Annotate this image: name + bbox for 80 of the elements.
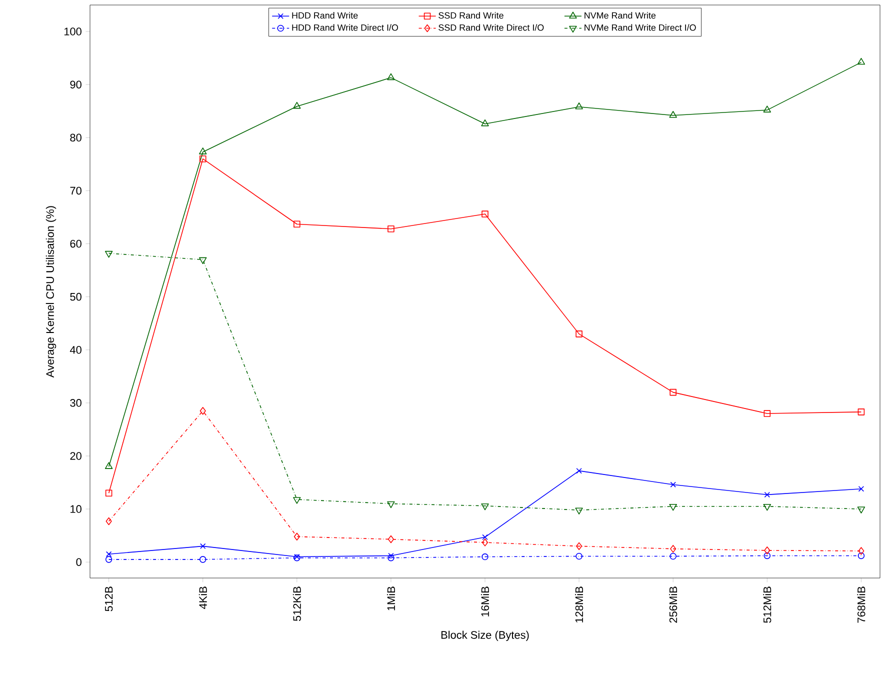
- point: [106, 551, 112, 557]
- x-axis-title: Block Size (Bytes): [441, 630, 529, 641]
- x-tick-label: 768MiB: [857, 586, 866, 623]
- point: [576, 330, 582, 338]
- y-tick-label: 0: [76, 558, 82, 566]
- y-tick-label: 90: [70, 80, 82, 88]
- point: [482, 538, 488, 546]
- point: [576, 468, 582, 474]
- legend-label: SSD Rand Write: [438, 12, 504, 19]
- x-tick-label: 4KiB: [198, 586, 207, 609]
- y-tick-label: 10: [70, 505, 82, 513]
- point: [481, 119, 489, 126]
- point: [388, 226, 394, 232]
- y-tick-label: 20: [70, 452, 82, 460]
- point: [670, 388, 676, 396]
- point: [669, 110, 677, 118]
- point: [294, 220, 300, 228]
- y-axis-title: Average Kernel CPU Utilisation (%): [46, 206, 56, 378]
- point: [858, 552, 865, 560]
- point: [105, 490, 112, 496]
- point: [293, 497, 301, 504]
- point: [857, 58, 866, 65]
- y-tick-label: 40: [70, 346, 82, 354]
- point: [482, 534, 488, 540]
- point: [763, 504, 771, 511]
- point: [575, 102, 583, 110]
- point: [294, 532, 300, 540]
- x-tick-label: 16MiB: [480, 586, 490, 616]
- x-tick-label: 256MiB: [669, 586, 678, 623]
- point: [106, 517, 112, 526]
- point: [199, 155, 206, 162]
- point: [387, 501, 395, 508]
- y-tick-label: 100: [64, 28, 82, 36]
- point: [104, 462, 113, 469]
- point: [764, 410, 771, 417]
- point: [858, 486, 864, 492]
- point: [388, 554, 394, 562]
- y-tick-label: 30: [70, 399, 82, 407]
- x-tick-label: 512B: [104, 586, 113, 612]
- legend-label: SSD Rand Write Direct I/O: [438, 24, 544, 31]
- point: [388, 552, 394, 559]
- point: [388, 535, 394, 544]
- point: [200, 543, 206, 550]
- point: [764, 552, 771, 560]
- point: [200, 406, 206, 415]
- x-tick-label: 1MiB: [386, 586, 395, 610]
- legend-label: NVMe Rand Write: [584, 12, 656, 19]
- point: [482, 553, 488, 560]
- legend-label: HDD Rand Write Direct I/O: [292, 24, 398, 31]
- point: [858, 408, 865, 416]
- point: [764, 546, 770, 554]
- point: [858, 547, 864, 555]
- x-tick-label: 512KiB: [292, 586, 301, 622]
- point: [105, 556, 112, 563]
- y-tick-label: 70: [70, 186, 82, 195]
- legend-label: NVMe Rand Write Direct I/O: [584, 24, 696, 31]
- point: [857, 506, 866, 514]
- point: [670, 544, 676, 553]
- point: [481, 503, 489, 510]
- point: [576, 552, 582, 560]
- y-tick-label: 50: [70, 292, 82, 301]
- point: [387, 73, 395, 80]
- point: [670, 552, 676, 560]
- legend-label: HDD Rand Write: [292, 12, 358, 19]
- point: [575, 508, 583, 514]
- point: [104, 250, 113, 258]
- y-tick-label: 80: [70, 134, 82, 142]
- point: [293, 102, 301, 109]
- point: [199, 556, 206, 563]
- point: [764, 492, 770, 498]
- point: [482, 210, 488, 218]
- x-tick-label: 512MiB: [763, 586, 772, 623]
- point: [763, 106, 771, 112]
- point: [199, 257, 207, 264]
- point: [576, 542, 582, 550]
- x-tick-label: 128MiB: [575, 586, 584, 622]
- point: [669, 504, 677, 511]
- point: [670, 482, 676, 488]
- y-tick-label: 60: [70, 240, 82, 248]
- point: [199, 148, 207, 154]
